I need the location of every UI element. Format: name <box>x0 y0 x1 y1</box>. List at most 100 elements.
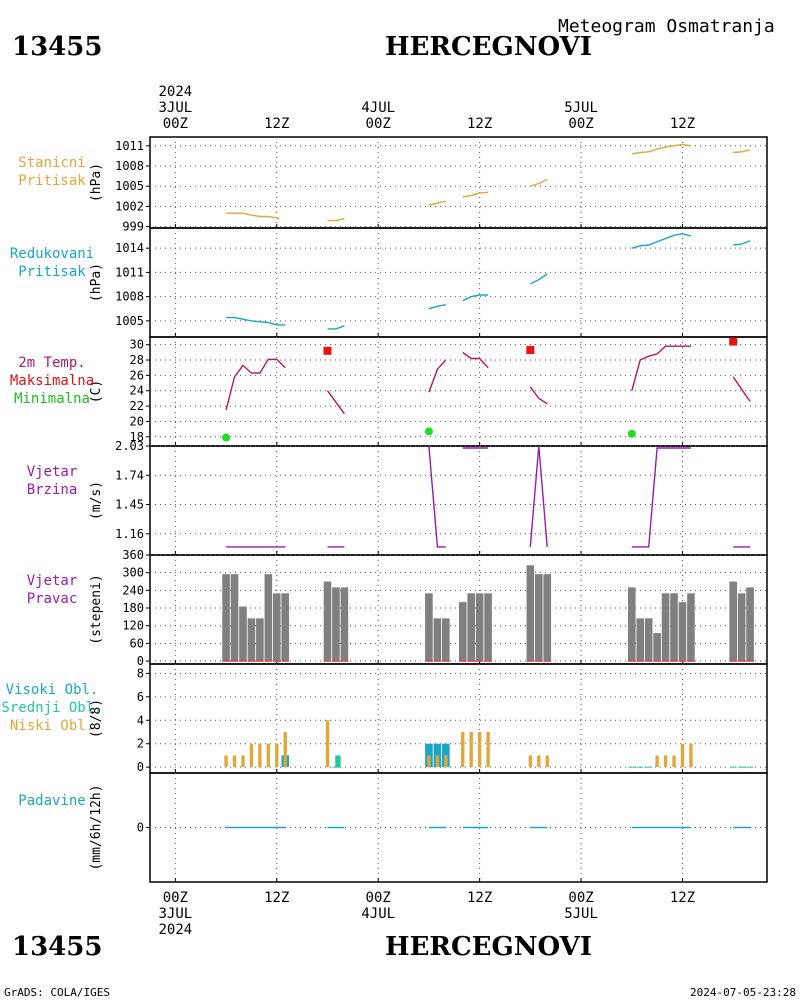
cloudiness-low-bar <box>528 755 533 768</box>
cloudiness-low-bar <box>486 731 490 768</box>
wind-direction-bar <box>433 618 442 662</box>
station-pressure-frame <box>149 136 768 229</box>
panel-wind-direction: 360 300 240 180 120 60 0 (stepeni) Vjetar Pravac <box>27 548 768 668</box>
wind-direction-ytick-label: 240 <box>122 583 144 597</box>
precipitation-legend-label: Padavine <box>18 793 85 809</box>
cloudiness-high-bar <box>442 743 450 768</box>
wind-direction-legend-label: Vjetar <box>27 573 78 589</box>
precipitation-unit-label: (mm/6h/12h) <box>89 784 104 870</box>
wind-direction-ytick-label: 180 <box>122 601 144 615</box>
cloudiness-low-bar <box>258 743 262 768</box>
wind-direction-unit-label: (stepeni) <box>89 574 104 644</box>
station-pressure-series-line <box>530 178 548 187</box>
station-name-top: HERCEGNOVI <box>385 32 592 62</box>
wind-direction-bar <box>323 581 332 662</box>
cloudiness-ytick-label: 0 <box>137 760 144 774</box>
cloudiness-ytick-label: 4 <box>137 713 144 727</box>
wind-direction-ytick-label: 60 <box>130 636 144 650</box>
wind-direction-legend-label: Pravac <box>27 591 78 607</box>
temperature-ytick-label: 18 <box>130 430 144 444</box>
reduced-pressure-series-line <box>733 240 751 246</box>
temperature-min-marker <box>627 429 636 438</box>
wind-speed-ytick-label: 1.74 <box>115 468 144 482</box>
reduced-pressure-series-line <box>327 325 345 330</box>
station-pressure-series-line <box>226 212 280 220</box>
cloudiness-legend-label: Niski Obl. <box>10 718 94 734</box>
temperature-series-line <box>225 358 286 411</box>
wind-direction-bar <box>272 593 281 662</box>
wind-direction-bar <box>475 593 484 662</box>
wind-direction-bar <box>230 574 239 662</box>
wind-direction-bar <box>543 574 552 662</box>
station-pressure-ytick-label: 1005 <box>115 179 144 193</box>
temperature-min-marker <box>424 427 433 436</box>
wind-direction-bar <box>526 565 535 662</box>
station-id-bottom: 13455 <box>12 932 102 962</box>
wind-speed-series-line <box>428 445 446 548</box>
top-axis-label: 12Z <box>670 116 695 132</box>
cloudiness-unit-label: (8/8) <box>89 699 104 738</box>
panel-wind-speed: 2.03 1.74 1.45 1.16 (m/s) Vjetar Brzina <box>27 439 768 556</box>
temperature-series-line <box>631 345 691 391</box>
cloudiness-low-bar <box>444 755 448 768</box>
wind-direction-bar <box>222 574 230 662</box>
wind-direction-bar <box>687 593 695 662</box>
reduced-pressure-series-line <box>631 232 692 249</box>
wind-speed-unit-label: (m/s) <box>89 481 104 520</box>
reduced-pressure-series-line <box>226 316 286 326</box>
reduced-pressure-ytick-label: 1005 <box>115 314 144 328</box>
cloudiness-low-bar <box>545 755 549 768</box>
top-axis-label: 2024 <box>158 84 192 100</box>
generated-timestamp: 2024-07-05-23:28 <box>690 986 796 999</box>
bottom-axis-label: 3JUL <box>158 906 192 922</box>
cloudiness-low-bar <box>266 743 271 768</box>
chart-title: Meteogram Osmatranja <box>558 16 775 37</box>
wind-direction-bar <box>644 618 653 662</box>
top-axis-label: 12Z <box>264 116 289 132</box>
temperature-series-line <box>732 376 751 402</box>
cloudiness-mid-bar <box>335 755 341 768</box>
station-pressure-legend-label: Pritisak <box>18 173 86 189</box>
station-pressure-series-line <box>733 149 751 154</box>
cloudiness-ytick-label: 6 <box>137 690 144 704</box>
wind-speed-ytick-label: 1.45 <box>115 498 144 512</box>
temperature-frame <box>149 336 768 447</box>
reduced-pressure-legend-label: Redukovani <box>10 246 94 262</box>
wind-direction-ytick-label: 360 <box>122 548 144 562</box>
cloudiness-high-bar <box>425 743 433 768</box>
station-pressure-ytick-label: 1008 <box>115 159 144 173</box>
cloudiness-low-bar <box>325 720 330 768</box>
cloudiness-low-bar <box>232 755 237 768</box>
temperature-min-marker <box>222 433 231 442</box>
wind-direction-bar <box>653 633 661 662</box>
cloudiness-low-bar <box>241 755 245 768</box>
wind-direction-bar <box>264 574 273 662</box>
wind-direction-bar <box>425 593 433 662</box>
bottom-axis-label: 12Z <box>670 890 695 906</box>
wind-direction-bar <box>281 593 290 662</box>
reduced-pressure-unit-label: (hPa) <box>89 263 104 302</box>
top-axis-label: 00Z <box>163 116 188 132</box>
temperature-max-marker <box>323 346 332 355</box>
station-pressure-series-line <box>428 200 446 206</box>
cloudiness-low-bar <box>655 755 659 768</box>
cloudiness-low-bar <box>275 743 279 768</box>
cloudiness-low-bar <box>427 755 431 768</box>
top-axis-label: 5JUL <box>564 100 598 116</box>
station-pressure-series-line <box>631 143 692 155</box>
top-axis-label: 12Z <box>467 116 492 132</box>
wind-direction-bar <box>636 618 645 662</box>
bottom-axis-label: 12Z <box>467 890 492 906</box>
station-id-top: 13455 <box>12 32 102 62</box>
wind-speed-ytick-label: 1.16 <box>115 527 144 541</box>
wind-direction-bar <box>256 618 264 662</box>
temperature-ytick-label: 22 <box>130 399 144 413</box>
temperature-legend-label: 2m Temp. <box>18 355 85 371</box>
reduced-pressure-series-line <box>530 273 548 285</box>
temperature-ytick-label: 28 <box>130 353 144 367</box>
cloudiness-low-bar <box>689 743 693 768</box>
temperature-ytick-label: 24 <box>130 384 144 398</box>
